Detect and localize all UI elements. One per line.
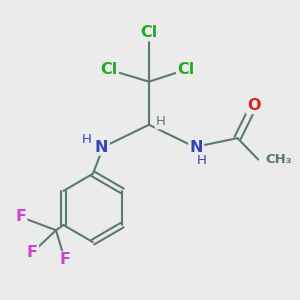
Text: F: F xyxy=(15,209,26,224)
Text: H: H xyxy=(156,115,166,128)
Text: F: F xyxy=(27,245,38,260)
Text: Cl: Cl xyxy=(177,62,194,77)
Text: H: H xyxy=(197,154,207,167)
Text: O: O xyxy=(247,98,260,113)
Text: H: H xyxy=(82,133,92,146)
Text: N: N xyxy=(95,140,109,154)
Text: Cl: Cl xyxy=(100,62,118,77)
Text: Cl: Cl xyxy=(140,25,158,40)
Text: N: N xyxy=(189,140,203,154)
Text: CH₃: CH₃ xyxy=(266,153,292,166)
Text: F: F xyxy=(59,253,70,268)
